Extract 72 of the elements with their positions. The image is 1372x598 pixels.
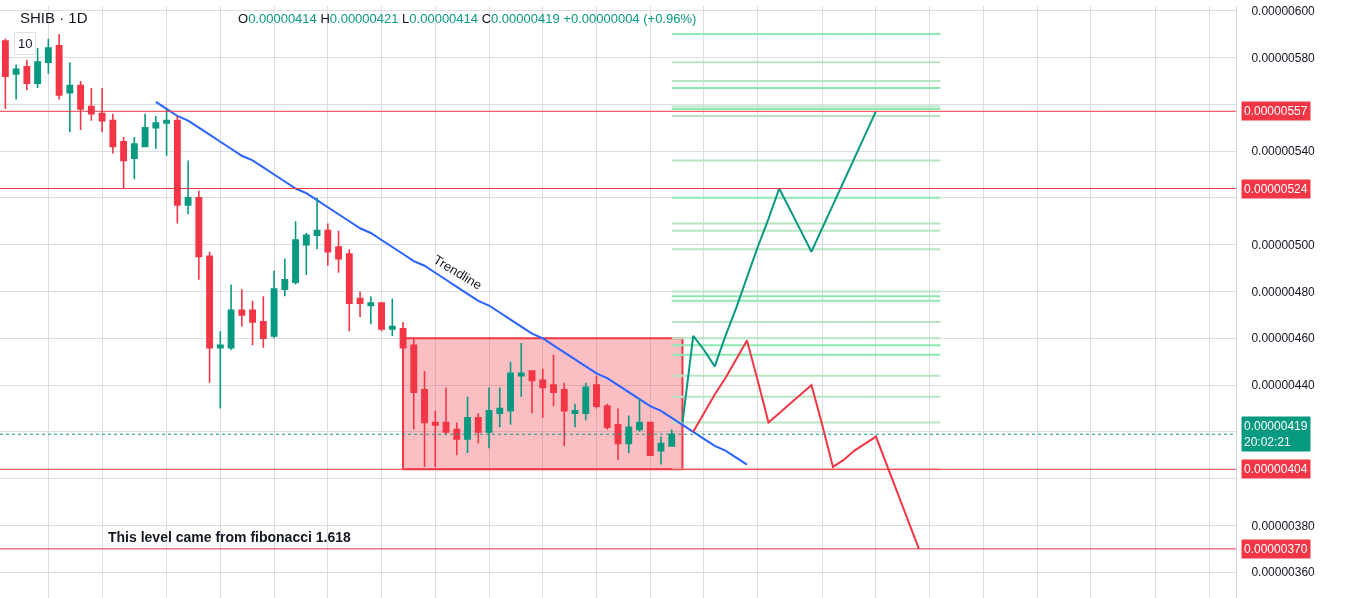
candlestick (388, 297, 396, 337)
candlestick (270, 269, 278, 340)
y-tick-label: 0.00000500 (1251, 237, 1316, 252)
candlestick (603, 402, 611, 431)
candlestick (44, 37, 52, 75)
candlestick (614, 407, 622, 461)
ref-line-label: 0.00000557 (1244, 104, 1308, 118)
candlestick (367, 295, 375, 326)
candlestick (66, 61, 74, 134)
y-tick-label: 0.00000540 (1251, 144, 1316, 159)
candlestick (206, 250, 214, 384)
candlestick (550, 353, 557, 407)
candlestick (12, 63, 20, 101)
candlestick (55, 33, 63, 101)
candlestick (517, 342, 525, 398)
y-tick-label: 0.00000460 (1251, 331, 1316, 346)
annotation: This level came from fibonacci 1.618 (108, 529, 351, 545)
candlestick (130, 136, 138, 180)
candlestick (109, 112, 117, 155)
candlestick (560, 381, 568, 447)
annotation: 10 (18, 36, 33, 51)
candlestick (1, 37, 9, 110)
candlestick (636, 398, 643, 433)
candlestick (421, 370, 428, 468)
candlestick (34, 47, 42, 89)
candlestick (141, 112, 149, 148)
candlestick (496, 386, 504, 428)
candlestick (431, 410, 439, 468)
annotation: O0.00000414 H0.00000421 L0.00000414 C0.00000419 +0.00000004 (+0.96%) (238, 11, 697, 26)
candlestick (442, 386, 450, 436)
candlestick (582, 381, 590, 421)
candlestick (259, 295, 267, 349)
y-tick-label: 0.00000580 (1251, 50, 1316, 65)
ref-line-label: 0.00000404 (1244, 462, 1308, 476)
candlestick (474, 412, 482, 445)
candlestick (324, 222, 332, 267)
y-tick-label: 0.00000360 (1251, 565, 1316, 580)
candlestick (507, 360, 514, 426)
line-series (681, 110, 877, 424)
candlestick (292, 220, 299, 286)
candlestick (216, 330, 224, 410)
candlestick (453, 421, 461, 457)
y-tick-label: 0.00000440 (1251, 378, 1316, 393)
candlestick (281, 257, 289, 297)
candlestick (163, 108, 171, 157)
candlestick (195, 190, 203, 281)
candlestick (313, 197, 321, 251)
chart-title: SHIB · 1D (20, 9, 88, 27)
candlestick (593, 374, 600, 410)
candlestick (378, 302, 385, 333)
ref-line-label: 0.00000419 20:02:21 (1244, 419, 1308, 449)
y-tick-label: 0.00000380 (1251, 518, 1316, 533)
candlestick (335, 229, 342, 274)
ref-line-label: 0.00000524 (1244, 182, 1308, 196)
candlestick (657, 435, 665, 466)
line-series (154, 100, 748, 466)
candlestick (238, 288, 246, 328)
ref-line-label: 0.00000370 (1244, 542, 1308, 556)
candlestick (571, 402, 579, 428)
candlestick (646, 421, 654, 457)
y-tick-label: 0.00000600 (1251, 3, 1316, 18)
candlestick (227, 283, 235, 351)
candlestick (249, 300, 257, 347)
candlestick (528, 370, 536, 414)
y-tick-label: 0.00000480 (1251, 284, 1316, 299)
candlestick (539, 367, 547, 419)
candlestick (356, 290, 364, 319)
candlestick (184, 159, 192, 216)
candlestick (23, 59, 31, 92)
candlestick (345, 248, 353, 333)
candlestick (152, 115, 160, 150)
candlestick (302, 232, 310, 276)
